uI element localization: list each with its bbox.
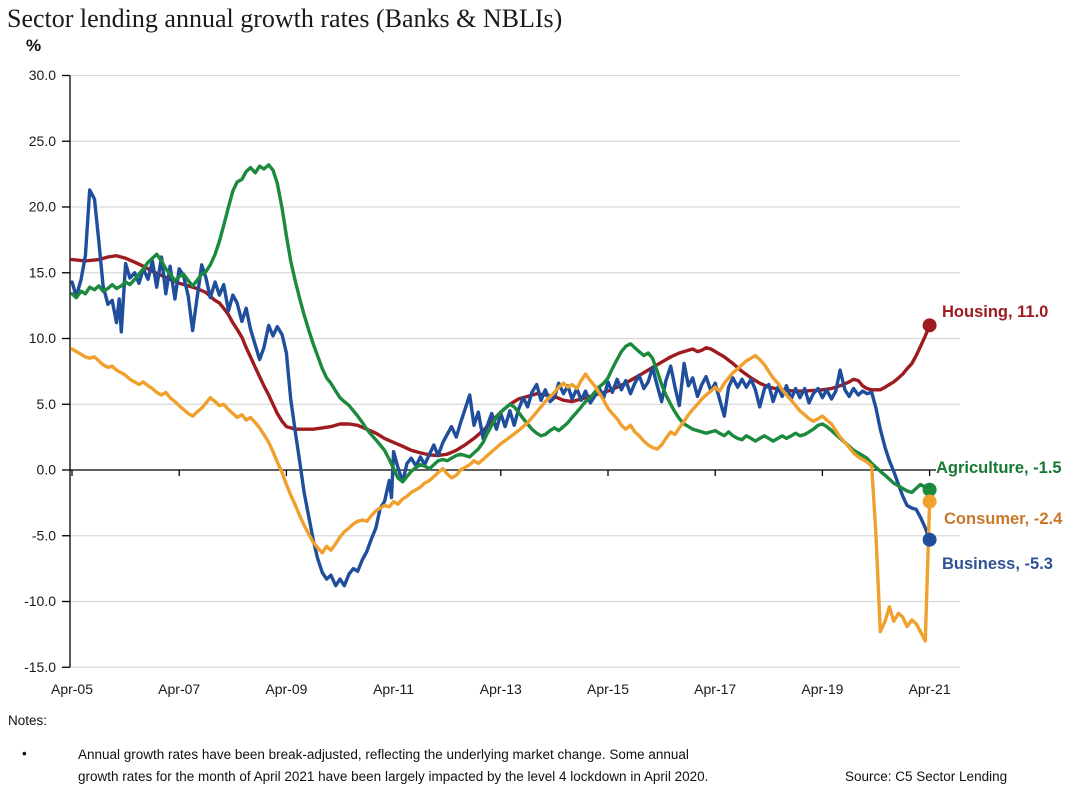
- y-axis-unit-label: %: [26, 36, 42, 55]
- series-end-dot-housing: [922, 318, 937, 333]
- series-line-agriculture: [70, 163, 932, 495]
- series-end-label-housing: Housing, 11.0: [942, 303, 1048, 321]
- series-end-label-consumer: Consumer, -2.4: [944, 510, 1063, 528]
- x-tick-label: Apr-05: [51, 681, 93, 697]
- y-tick-label: -10.0: [24, 593, 56, 609]
- x-tick-label: Apr-21: [909, 681, 951, 697]
- series-line-housing: [70, 253, 932, 458]
- series-end-label-agriculture: Agriculture, -1.5: [936, 459, 1062, 477]
- growth-rates-line-chart: 30.0 25.0 20.0 15.0 10.0 5.0 0.0 -5.0 -10.0 -15.0…: [24, 67, 1063, 697]
- series-end-dot-consumer: [922, 494, 937, 509]
- note-bullet: •: [22, 746, 27, 761]
- y-tick-label: 30.0: [29, 67, 56, 83]
- source-text: Source: C5 Sector Lending: [845, 769, 1008, 784]
- x-tick-label: Apr-09: [265, 681, 307, 697]
- x-tick-label: Apr-11: [373, 681, 414, 697]
- series-line-business: [70, 188, 932, 588]
- page-title: Sector lending annual growth rates (Bank…: [7, 4, 563, 33]
- notes-heading: Notes:: [8, 713, 48, 728]
- y-tick-label: 25.0: [29, 133, 56, 149]
- x-tick-label: Apr-17: [694, 681, 736, 697]
- x-tick-label: Apr-13: [480, 681, 522, 697]
- note-text-line-1: Annual growth rates have been break-adju…: [78, 747, 689, 762]
- y-tick-label: 0.0: [37, 462, 57, 478]
- note-text-line-2: growth rates for the month of April 2021…: [78, 769, 709, 784]
- series-end-dot-business: [922, 532, 937, 547]
- y-tick-label: 15.0: [29, 264, 56, 280]
- x-tick-label: Apr-07: [158, 681, 200, 697]
- y-tick-label: 5.0: [37, 396, 57, 412]
- series-end-dot-agriculture: [922, 482, 937, 497]
- y-tick-label: -15.0: [24, 659, 56, 675]
- x-tick-label: Apr-19: [801, 681, 843, 697]
- y-tick-label: -5.0: [32, 527, 56, 543]
- series-end-label-business: Business, -5.3: [942, 555, 1053, 573]
- y-tick-label: 20.0: [29, 199, 56, 215]
- series-line-consumer: [70, 347, 932, 643]
- y-tick-label: 10.0: [29, 330, 56, 346]
- x-tick-label: Apr-15: [587, 681, 629, 697]
